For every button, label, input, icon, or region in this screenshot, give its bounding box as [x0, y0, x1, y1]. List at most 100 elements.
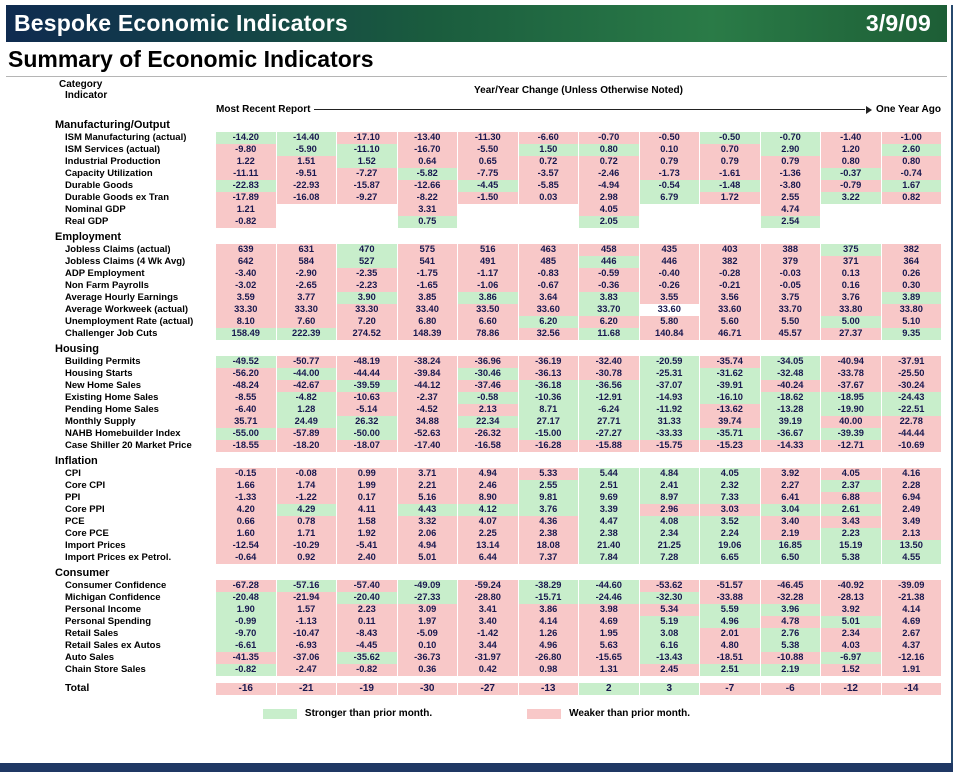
- indicator-row: Pending Home Sales -6.40 1.28 -5.14 -4.52 2.1…: [55, 404, 941, 416]
- value-cell: 2.06: [397, 528, 457, 540]
- row-label: Import Prices: [65, 540, 126, 551]
- value-cell: 32.56: [518, 328, 578, 340]
- timeline-header: Most Recent Report One Year Ago: [55, 104, 941, 115]
- value-cell: -27.27: [579, 428, 639, 440]
- value-cell: 1.51: [276, 156, 336, 168]
- value-cell: -6.60: [518, 132, 578, 144]
- value-cell: 5.01: [821, 616, 881, 628]
- value-cell: -18.95: [821, 392, 881, 404]
- value-cell: -11.92: [639, 404, 699, 416]
- value-cell: 4.96: [700, 616, 760, 628]
- stronger-label: Stronger than prior month.: [304, 708, 433, 719]
- value-cell: -40.94: [821, 356, 881, 368]
- value-cell: 364: [881, 256, 941, 268]
- row-label: Existing Home Sales: [65, 392, 159, 403]
- value-cell: -1.17: [458, 268, 518, 280]
- indicator-row: Case Shiller 20 Market Price -18.55 -18.20…: [55, 440, 941, 452]
- value-cell: -26.32: [458, 428, 518, 440]
- value-cell: 34.88: [397, 416, 457, 428]
- value-cell: 3.31: [397, 204, 457, 216]
- value-cell: 4.03: [821, 640, 881, 652]
- value-cell: -32.40: [579, 356, 639, 368]
- value-cell: -0.79: [821, 180, 881, 192]
- value-cell: -1.42: [458, 628, 518, 640]
- row-label: Core PCE: [65, 528, 109, 539]
- value-cell: 2.41: [639, 480, 699, 492]
- value-cell: -13.62: [700, 404, 760, 416]
- value-cell: 3.83: [579, 292, 639, 304]
- value-cell: 2.37: [821, 480, 881, 492]
- value-cell: 0.75: [397, 216, 457, 228]
- value-cell: -27.33: [397, 592, 457, 604]
- value-cell: [519, 216, 579, 228]
- value-cell: -13.40: [397, 132, 457, 144]
- value-cell: 1.66: [216, 480, 276, 492]
- value-cell: [700, 216, 760, 228]
- value-cell: 1.31: [579, 664, 639, 676]
- value-cell: 148.39: [397, 328, 457, 340]
- section-header: Inflation: [55, 455, 98, 467]
- value-cell: 3.09: [397, 604, 457, 616]
- value-cell: 0.13: [821, 268, 881, 280]
- value-cell: -44.00: [276, 368, 336, 380]
- value-cell: -50.00: [337, 428, 397, 440]
- value-cell: 0.16: [821, 280, 881, 292]
- value-cell: 33.50: [458, 304, 518, 316]
- value-cell: 6.88: [821, 492, 881, 504]
- value-cell: 2.45: [639, 664, 699, 676]
- value-cell: 3.92: [760, 468, 820, 480]
- row-label: Average Workweek (actual): [65, 304, 189, 315]
- value-cell: -12.71: [821, 440, 881, 452]
- value-cell: -0.26: [639, 280, 699, 292]
- value-cell: 27.37: [821, 328, 881, 340]
- page-right-edge: [951, 5, 953, 772]
- row-label: New Home Sales: [65, 380, 142, 391]
- value-cell: -36.73: [397, 652, 457, 664]
- value-cell: -1.50: [458, 192, 518, 204]
- value-cell: 33.40: [397, 304, 457, 316]
- value-cell: -20.48: [216, 592, 276, 604]
- value-cell: 5.38: [760, 640, 820, 652]
- value-cell: -0.05: [760, 280, 820, 292]
- row-label: Average Hourly Earnings: [65, 292, 179, 303]
- indicator-row: Durable Goods -22.83 -22.93 -15.87 -12.66 -4.…: [55, 180, 941, 192]
- value-cell: -0.67: [518, 280, 578, 292]
- value-cell: 1.90: [216, 604, 276, 616]
- value-cell: 371: [821, 256, 881, 268]
- value-cell: -11.11: [216, 168, 276, 180]
- value-cell: 8.10: [216, 316, 276, 328]
- value-cell: -8.43: [337, 628, 397, 640]
- value-cell: 1.92: [337, 528, 397, 540]
- value-cell: 403: [700, 244, 760, 256]
- value-cell: -33.78: [821, 368, 881, 380]
- value-cell: 2.38: [518, 528, 578, 540]
- indicator-row: Durable Goods ex Tran -17.89 -16.08 -9.27 -8…: [55, 192, 941, 204]
- indicator-row: Core PPI 4.20 4.29 4.11 4.43 4.12 3.76 3.39 2.96…: [55, 504, 941, 516]
- value-cell: 0.99: [337, 468, 397, 480]
- value-cell: -15.88: [579, 440, 639, 452]
- value-cell: -36.13: [518, 368, 578, 380]
- indicator-row: ADP Employment -3.40 -2.90 -2.35 -1.75 -1.17-…: [55, 268, 941, 280]
- value-cell: -37.46: [458, 380, 518, 392]
- value-cell: 9.81: [518, 492, 578, 504]
- value-cell: -6.24: [579, 404, 639, 416]
- value-cell: 4.84: [639, 468, 699, 480]
- value-cell: 5.16: [397, 492, 457, 504]
- value-cell: 446: [579, 256, 639, 268]
- value-cell: [700, 204, 760, 216]
- value-cell: -16.28: [518, 440, 578, 452]
- value-cell: -1.48: [700, 180, 760, 192]
- value-cell: -0.64: [216, 552, 276, 564]
- value-cell: [277, 204, 337, 216]
- value-cell: -1.75: [397, 268, 457, 280]
- value-cell: -27: [458, 683, 518, 695]
- value-cell: 5.44: [579, 468, 639, 480]
- value-cell: -0.15: [216, 468, 276, 480]
- value-cell: 2.27: [760, 480, 820, 492]
- value-cell: [458, 204, 518, 216]
- value-cell: -31.62: [700, 368, 760, 380]
- value-cell: 33.60: [657, 304, 681, 314]
- indicator-row: Michigan Confidence -20.48 -21.94 -20.40 -27…: [55, 592, 941, 604]
- value-cell: 31.33: [639, 416, 699, 428]
- value-cell: -20.59: [639, 356, 699, 368]
